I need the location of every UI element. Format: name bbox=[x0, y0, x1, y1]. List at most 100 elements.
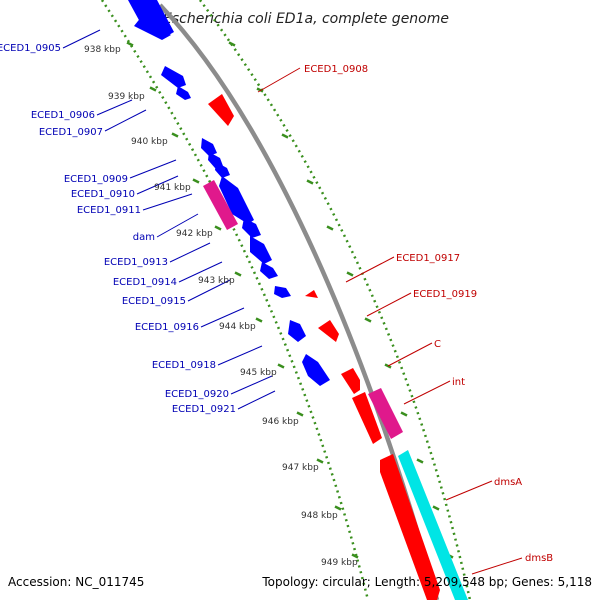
gene-label-eced1-0910: ECED1_0910 bbox=[71, 189, 135, 200]
gene-feature-dam bbox=[219, 176, 254, 224]
accession-text: Accession: NC_011745 bbox=[8, 575, 144, 589]
feature-pink-dam bbox=[203, 180, 238, 230]
gene-label-eced1-0905: ECED1_0905 bbox=[0, 43, 61, 54]
leader-line-right bbox=[345, 256, 395, 283]
kbp-tick-label: 939 kbp bbox=[108, 92, 145, 102]
gene-label-dmsb: dmsB bbox=[525, 553, 553, 564]
leader-line-left bbox=[62, 29, 101, 49]
leader-line-right bbox=[366, 292, 412, 317]
major-tick bbox=[346, 271, 354, 277]
major-tick bbox=[326, 225, 334, 231]
gene-feature-eced1-0905 bbox=[128, 0, 174, 36]
leader-line-left bbox=[142, 193, 193, 211]
kbp-tick-label: 940 kbp bbox=[131, 137, 168, 147]
kbp-tick-labels: 938 kbp 939 kbp 940 kbp 941 kbp 942 kbp … bbox=[84, 45, 358, 568]
gene-feature-eced1-0914 bbox=[250, 236, 272, 264]
leader-line-left bbox=[129, 159, 177, 179]
major-tick bbox=[192, 178, 200, 184]
gene-label-c: C bbox=[434, 339, 441, 350]
major-tick bbox=[126, 41, 134, 47]
inner-ruler-dots bbox=[198, 0, 472, 600]
leader-line-left bbox=[230, 375, 273, 395]
genome-summary-text: Topology: circular; Length: 5,209,548 bp… bbox=[261, 575, 592, 589]
outer-ruler-dots bbox=[100, 0, 370, 600]
leader-line-left bbox=[136, 175, 179, 195]
major-tick bbox=[351, 553, 359, 559]
leader-line-left bbox=[237, 390, 276, 410]
gene-label-dam: dam bbox=[133, 232, 155, 243]
gene-feature-eced1-0919 bbox=[318, 320, 339, 342]
gene-label-eced1-0911: ECED1_0911 bbox=[77, 205, 141, 216]
feature-cyan-dmsa bbox=[398, 450, 468, 600]
gene-label-eced1-0913: ECED1_0913 bbox=[104, 257, 168, 268]
major-tick bbox=[281, 133, 289, 139]
left-gene-labels: ECED1_0905 ECED1_0906 ECED1_0907 ECED1_0… bbox=[0, 43, 236, 415]
leader-line-left bbox=[200, 307, 245, 328]
gene-label-eced1-0914: ECED1_0914 bbox=[113, 277, 177, 288]
gene-label-eced1-0917: ECED1_0917 bbox=[396, 253, 460, 264]
leader-line-left bbox=[169, 242, 211, 263]
gene-label-eced1-0920: ECED1_0920 bbox=[165, 389, 229, 400]
major-tick bbox=[228, 41, 236, 47]
major-tick bbox=[306, 179, 314, 185]
leader-line-right bbox=[387, 342, 433, 367]
gene-feature-eced1-0911 bbox=[215, 162, 230, 178]
leader-line-right bbox=[445, 480, 493, 501]
kbp-tick-label: 938 kbp bbox=[84, 45, 121, 55]
gene-label-eced1-0915: ECED1_0915 bbox=[122, 296, 186, 307]
gene-feature-eced1-0920 bbox=[302, 354, 330, 386]
gene-label-eced1-0919: ECED1_0919 bbox=[413, 289, 477, 300]
gene-label-eced1-0908: ECED1_0908 bbox=[304, 64, 368, 75]
leader-line-left bbox=[96, 99, 133, 116]
gene-feature-eced1-0907 bbox=[176, 86, 191, 100]
kbp-tick-label: 944 kbp bbox=[219, 322, 256, 332]
gene-feature-eced1-0917 bbox=[305, 290, 318, 298]
kbp-tick-label: 943 kbp bbox=[198, 276, 235, 286]
major-tick bbox=[316, 458, 324, 464]
gene-label-eced1-0907: ECED1_0907 bbox=[39, 127, 103, 138]
gene-feature-eced1-0918 bbox=[288, 320, 306, 342]
leader-line-right bbox=[403, 380, 451, 405]
major-tick bbox=[255, 317, 263, 323]
leader-line-right bbox=[471, 557, 523, 575]
label-leaders bbox=[62, 29, 523, 575]
kbp-tick-label: 947 kbp bbox=[282, 463, 319, 473]
gene-features bbox=[128, 0, 468, 600]
gene-feature-c bbox=[341, 368, 360, 394]
kbp-tick-label: 946 kbp bbox=[262, 417, 299, 427]
kbp-tick-label: 949 kbp bbox=[321, 558, 358, 568]
leader-line-left bbox=[187, 279, 231, 302]
gene-feature-eced1-0908 bbox=[208, 94, 234, 126]
gene-label-eced1-0921: ECED1_0921 bbox=[172, 404, 236, 415]
gene-feature-eced1-0916 bbox=[274, 286, 291, 298]
gene-label-dmsa: dmsA bbox=[494, 477, 522, 488]
kbp-tick-label: 948 kbp bbox=[301, 511, 338, 521]
major-tick bbox=[277, 363, 285, 369]
gene-feature-eced1-0905b bbox=[134, 16, 171, 40]
leader-line-left bbox=[178, 261, 223, 283]
gene-label-int: int bbox=[452, 377, 465, 388]
gene-feature-eced1-0915 bbox=[260, 262, 278, 279]
gene-label-eced1-0909: ECED1_0909 bbox=[64, 174, 128, 185]
major-tick bbox=[364, 317, 372, 323]
right-gene-labels: ECED1_0908 ECED1_0917 ECED1_0919 C int d… bbox=[304, 64, 553, 564]
major-tick bbox=[234, 271, 242, 277]
gene-feature-eced1-0921 bbox=[352, 392, 382, 444]
gene-feature-eced1-0906 bbox=[161, 66, 186, 88]
major-tick bbox=[416, 458, 424, 464]
major-tick bbox=[171, 132, 179, 138]
leader-line-right bbox=[257, 67, 301, 93]
major-tick bbox=[334, 505, 342, 511]
gene-feature-dmsa bbox=[380, 454, 440, 600]
leader-line-left bbox=[156, 213, 199, 238]
major-tick bbox=[296, 411, 304, 417]
gene-label-eced1-0906: ECED1_0906 bbox=[31, 110, 95, 121]
major-tick bbox=[432, 505, 440, 511]
kbp-tick-label: 945 kbp bbox=[240, 368, 277, 378]
major-tick bbox=[149, 86, 157, 92]
gene-label-eced1-0916: ECED1_0916 bbox=[135, 322, 199, 333]
gene-feature-eced1-0909 bbox=[201, 138, 217, 156]
kbp-tick-label: 942 kbp bbox=[176, 229, 213, 239]
major-tick bbox=[400, 411, 408, 417]
